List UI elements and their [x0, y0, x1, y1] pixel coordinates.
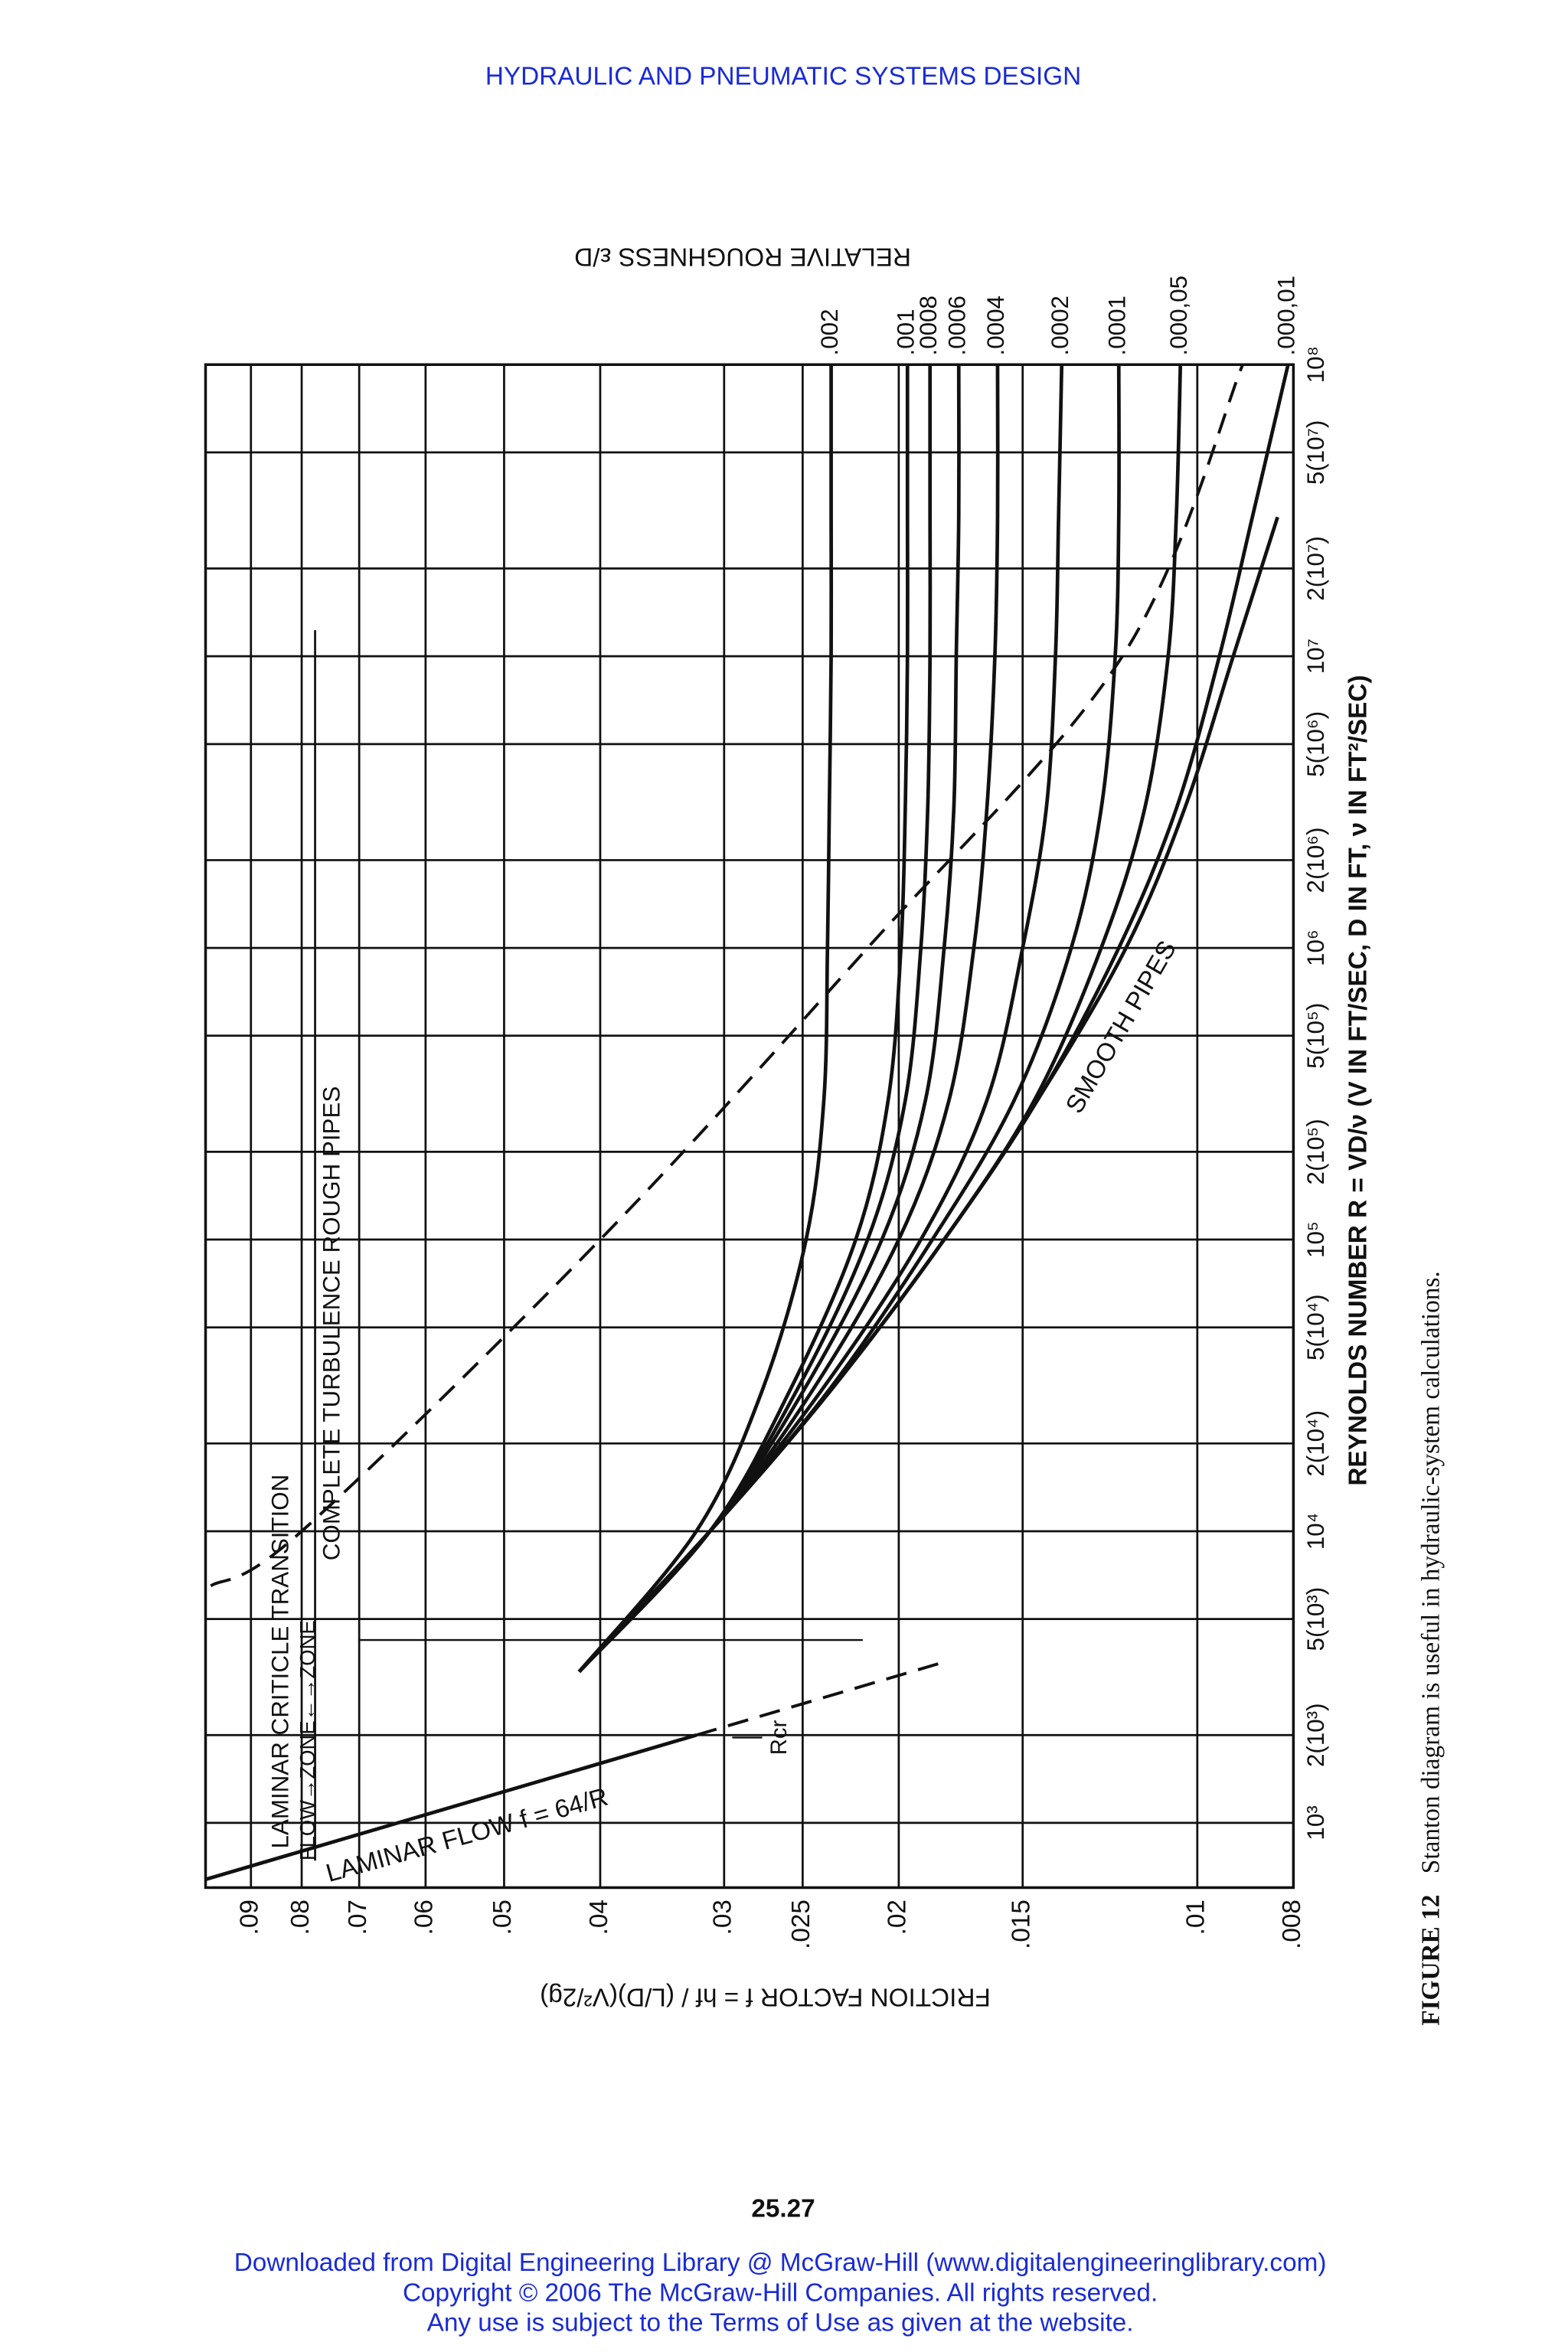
curve [577, 364, 1183, 1674]
curve [204, 1733, 697, 1882]
x-tick-label: 5(10⁵) [1302, 1003, 1329, 1069]
footer-line: Copyright © 2006 The McGraw-Hill Compani… [403, 2278, 1158, 2307]
y-tick-label: .02 [884, 1900, 912, 1935]
series-label: .0004 [982, 296, 1009, 355]
curve [210, 364, 1244, 1587]
caption-label: FIGURE 12 [1416, 1895, 1445, 2026]
y-tick-label: .08 [286, 1900, 315, 1935]
x-tick-label: 5(10⁶) [1302, 711, 1329, 777]
curve [577, 364, 1000, 1674]
annotation: COMPLETE TURBULENCE ROUGH PIPES [318, 1086, 345, 1560]
x-tick-label: 2(10³) [1302, 1703, 1329, 1767]
y-tick-label: .015 [1008, 1900, 1036, 1949]
x-tick-label: 5(10⁷) [1302, 420, 1329, 485]
y-tick-label: .03 [709, 1900, 737, 1935]
footer-line: Any use is subject to the Terms of Use a… [427, 2309, 1134, 2337]
y-tick-label: .07 [344, 1900, 372, 1935]
x-tick-label: 10⁵ [1302, 1221, 1329, 1258]
footer-line: Downloaded from Digital Engineering Libr… [234, 2249, 1327, 2277]
curve [577, 364, 961, 1674]
annotation: Rcr [766, 1720, 792, 1755]
curve [577, 364, 933, 1674]
curve [577, 364, 1121, 1674]
x-tick-label: 2(10⁵) [1302, 1119, 1329, 1184]
series-label: .000,01 [1273, 276, 1300, 356]
y-tick-label: .008 [1278, 1900, 1306, 1949]
running-header: HYDRAULIC AND PNEUMATIC SYSTEMS DESIGN [485, 63, 1081, 91]
curve [577, 516, 1279, 1674]
x-tick-label: 2(10⁷) [1302, 536, 1329, 601]
series-label: LAMINAR FLOW f = 64/R [323, 1783, 611, 1888]
y-tick-label: .09 [236, 1900, 264, 1935]
x-tick-label: 5(10³) [1302, 1587, 1329, 1651]
x-tick-label: 10⁷ [1302, 639, 1329, 674]
y-tick-label: .05 [488, 1900, 517, 1935]
annotation: LAMINAR CRITICLE TRANSITION [267, 1475, 294, 1849]
series-label: .0008 [915, 296, 942, 355]
x-tick-label: 10⁶ [1302, 929, 1329, 966]
curve [577, 364, 910, 1674]
y-tick-label: .04 [585, 1900, 613, 1935]
caption-text: Stanton diagram is useful in hydraulic-s… [1416, 1271, 1445, 1873]
y-axis-title: FRICTION FACTOR f = hf / (L/D)(V²/2g) [540, 1983, 991, 2011]
series-label: .0006 [944, 296, 971, 355]
series-label: .001 [893, 309, 920, 355]
x-axis-title: REYNOLDS NUMBER R = VD/ν (V IN FT/SEC, D… [1344, 675, 1372, 1486]
series-label: .002 [816, 309, 843, 355]
curve [577, 364, 1064, 1674]
series-label: .0001 [1104, 296, 1131, 355]
top-axis-title: RELATIVE ROUGHNESS ε/D [574, 242, 911, 270]
curve [577, 364, 1290, 1674]
x-tick-label: 10⁴ [1302, 1513, 1329, 1550]
x-tick-label: 10⁸ [1302, 346, 1329, 383]
y-tick-label: .01 [1182, 1900, 1210, 1935]
page-number: 25.27 [751, 2195, 815, 2223]
series-label: .0002 [1047, 296, 1073, 355]
plot-frame [204, 363, 1295, 1890]
x-tick-label: 5(10⁴) [1302, 1294, 1329, 1361]
curve [577, 364, 834, 1673]
curve [695, 1659, 950, 1737]
series-label: .000,05 [1165, 276, 1192, 356]
x-tick-label: 10³ [1302, 1805, 1329, 1840]
x-tick-label: 2(10⁶) [1302, 827, 1329, 893]
y-tick-label: .06 [410, 1900, 439, 1935]
figure-caption: FIGURE 12 Stanton diagram is useful in hy… [1416, 1271, 1445, 2025]
y-tick-label: .025 [787, 1900, 815, 1949]
x-tick-label: 2(10⁴) [1302, 1410, 1329, 1477]
